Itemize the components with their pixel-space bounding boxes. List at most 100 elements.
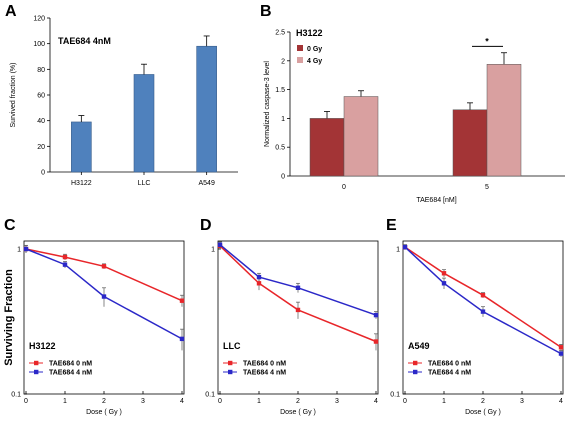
legend-swatch — [297, 57, 303, 63]
legend-label: TAE684 4 nM — [49, 370, 92, 377]
y-tick-label: 80 — [37, 67, 45, 74]
bar — [343, 96, 379, 177]
y-tick-label: 60 — [37, 93, 45, 100]
data-point — [558, 351, 564, 356]
y-tick-label: 2 — [281, 58, 285, 65]
x-tick-label: 3 — [141, 398, 145, 405]
legend-marker — [228, 369, 233, 375]
x-tick-label: 0 — [24, 398, 28, 405]
y-tick-label: 0 — [281, 174, 285, 181]
legend-marker — [413, 369, 418, 375]
series-line — [25, 248, 183, 302]
y-tick-label: 1 — [396, 247, 400, 254]
legend-marker — [34, 360, 39, 366]
data-point — [101, 294, 107, 299]
y-tick-label: 20 — [37, 144, 45, 151]
x-tick-label: 5 — [485, 184, 489, 191]
x-tick-label: 1 — [257, 398, 261, 405]
chart-annotation: A549 — [408, 341, 430, 351]
chart-panel-a: 0 20 40 60 80 100 120 Survived fraction (%) TAE6… — [10, 16, 238, 187]
series-line — [404, 246, 562, 355]
data-point — [256, 281, 262, 286]
data-point — [295, 285, 301, 291]
x-tick-label: A549 — [198, 180, 214, 187]
x-tick-label: 2 — [481, 398, 485, 405]
bar — [486, 64, 522, 177]
x-tick-label: H3122 — [71, 180, 92, 187]
y-tick-label: 0 — [41, 170, 45, 177]
data-point — [373, 339, 379, 344]
y-tick-label: 0.1 — [205, 392, 215, 399]
x-tick-label: 2 — [102, 398, 106, 405]
x-tick-label: 4 — [180, 398, 184, 405]
data-point — [373, 312, 379, 318]
significance-mark: * — [485, 36, 489, 46]
panel-label-c: C — [4, 217, 16, 234]
y-tick-label: 1 — [281, 116, 285, 123]
x-tick-label: 1 — [63, 398, 67, 405]
chart-panel-b: 0 0.5 1 1.5 2 2.5 Normalized caspase-3 level H3… — [264, 28, 565, 204]
x-axis-label: TAE684 [nM] — [416, 197, 456, 204]
data-point — [295, 307, 301, 313]
x-tick-label: 0 — [218, 398, 222, 405]
series-line — [404, 246, 562, 348]
legend-swatch — [297, 45, 303, 51]
x-tick-label: 1 — [442, 398, 446, 405]
series-line — [219, 245, 377, 343]
x-tick-label: 4 — [374, 398, 378, 405]
legend-marker — [413, 360, 418, 366]
data-point — [402, 244, 408, 250]
x-tick-label: 3 — [520, 398, 524, 405]
panel-label-d: D — [200, 217, 212, 234]
chart-annotation: LLC — [223, 341, 241, 351]
chart-annotation: H3122 — [296, 28, 323, 38]
panel-label-a: A — [5, 3, 17, 20]
legend-label: TAE684 4 nM — [243, 370, 286, 377]
x-tick-label: 3 — [335, 398, 339, 405]
x-axis-label: Dose ( Gy ) — [465, 409, 501, 416]
data-point — [441, 281, 447, 286]
bar — [309, 118, 345, 177]
data-point — [480, 293, 486, 298]
x-tick-label: LLC — [138, 180, 151, 187]
legend-label: TAE684 4 nM — [428, 370, 471, 377]
x-tick-label: 0 — [403, 398, 407, 405]
panel-label-e: E — [386, 217, 397, 234]
y-tick-label: 1 — [17, 247, 21, 254]
data-point — [441, 271, 447, 276]
bar — [133, 74, 155, 173]
legend-label: 4 Gy — [307, 58, 322, 65]
y-tick-label: 0.5 — [275, 145, 285, 152]
x-axis-label: Dose ( Gy ) — [280, 409, 316, 416]
y-tick-label: 40 — [37, 118, 45, 125]
data-point — [62, 262, 68, 267]
bar — [71, 121, 92, 173]
y-axis-label: Surviving Fraction — [3, 269, 15, 366]
x-tick-label: 0 — [342, 184, 346, 191]
series-line — [25, 248, 183, 340]
data-point — [101, 264, 107, 269]
data-point — [256, 274, 262, 280]
data-point — [62, 254, 68, 260]
data-point — [480, 309, 486, 314]
x-tick-label: 2 — [296, 398, 300, 405]
chart-annotation: H3122 — [29, 341, 56, 351]
data-point — [558, 345, 564, 350]
data-point — [23, 246, 29, 252]
panel-label-b: B — [260, 3, 272, 20]
legend-label: TAE684 0 nM — [243, 361, 286, 368]
legend-label: TAE684 0 nM — [428, 361, 471, 368]
y-axis-label: Normalized caspase-3 level — [264, 61, 271, 147]
x-axis-label: Dose ( Gy ) — [86, 409, 122, 416]
x-tick-label: 4 — [559, 398, 563, 405]
bar — [452, 109, 488, 177]
legend-marker — [228, 360, 233, 366]
y-tick-label: 2.5 — [275, 30, 285, 37]
data-point — [179, 298, 185, 303]
series-line — [219, 244, 377, 316]
bar — [196, 45, 217, 173]
y-tick-label: 1.5 — [275, 87, 285, 94]
y-tick-label: 0.1 — [390, 392, 400, 399]
legend-marker — [34, 369, 39, 375]
